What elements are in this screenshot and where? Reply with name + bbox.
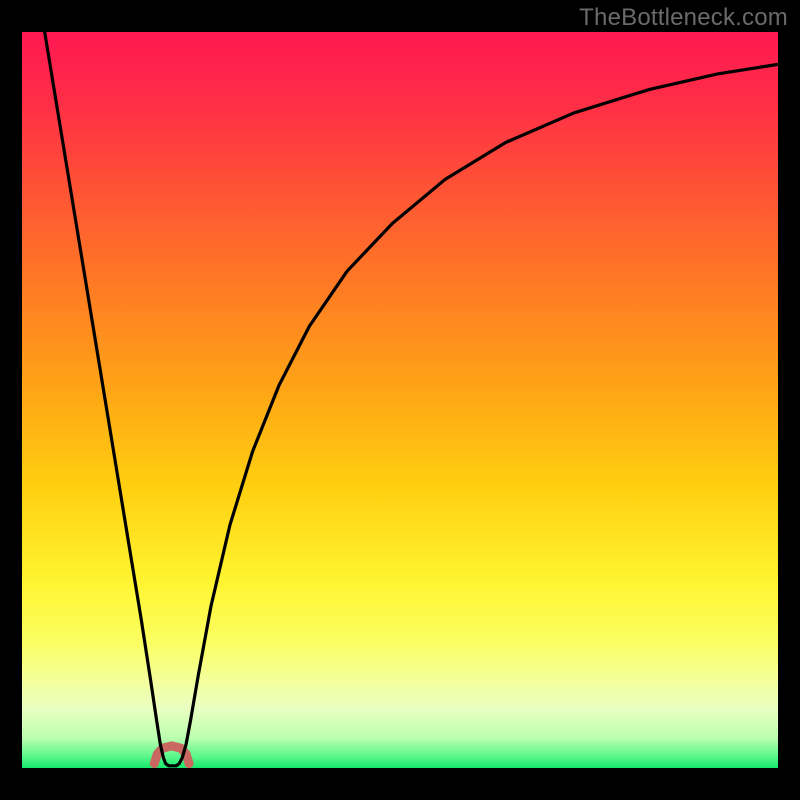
chart-container: { "attribution": { "text": "TheBottlenec… xyxy=(0,0,800,800)
attribution-text: TheBottleneck.com xyxy=(579,4,788,32)
chart-svg xyxy=(0,0,800,800)
plot-background xyxy=(22,32,778,768)
